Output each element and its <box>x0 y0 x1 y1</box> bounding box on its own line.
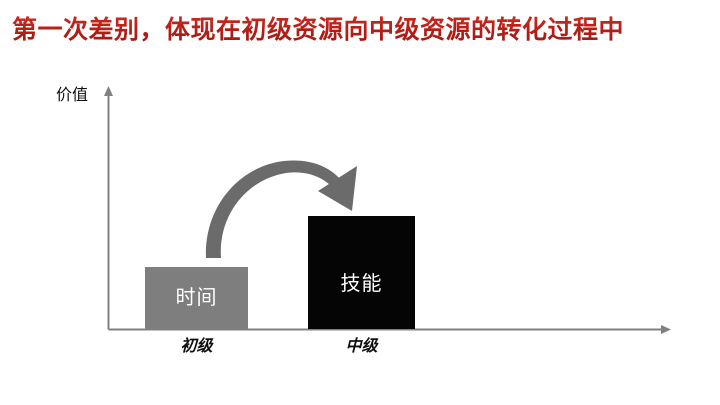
axis-arrow-up-icon <box>104 86 113 96</box>
curved-arrow-icon <box>205 160 357 258</box>
y-axis-label: 价值 <box>56 87 89 104</box>
bar-junior: 时间 <box>145 267 248 329</box>
x-tick-label-junior: 初级 <box>180 338 213 355</box>
axis-arrow-right-icon <box>661 325 671 334</box>
bar-intermediate: 技能 <box>308 216 415 329</box>
page-title: 第一次差别，体现在初级资源向中级资源的转化过程中 <box>12 14 712 46</box>
bar-junior-label: 时间 <box>175 287 218 309</box>
bar-intermediate-label: 技能 <box>340 272 383 295</box>
x-tick-label-intermediate: 中级 <box>345 338 378 355</box>
